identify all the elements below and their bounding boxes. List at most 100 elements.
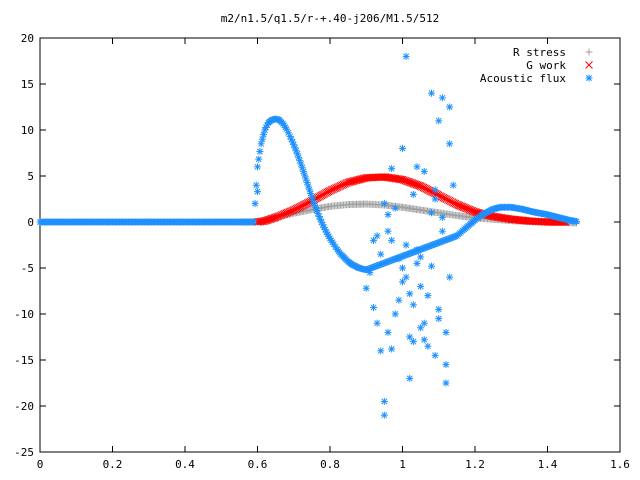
data-point xyxy=(401,176,410,185)
y-axis: 20 15 10 5 0 -5 -10 -15 -20 -25 xyxy=(14,32,620,459)
data-point xyxy=(424,342,432,350)
data-point xyxy=(461,204,470,212)
data-point xyxy=(366,269,374,277)
x-tick-label: 1.4 xyxy=(538,458,558,471)
data-point xyxy=(370,236,377,244)
data-point xyxy=(446,103,454,111)
data-point xyxy=(269,214,277,223)
legend-marker xyxy=(585,61,593,69)
data-point xyxy=(407,178,415,187)
data-point xyxy=(442,379,450,387)
data-point xyxy=(380,397,388,405)
data-point xyxy=(384,227,392,235)
y-tick-label: 15 xyxy=(21,78,34,91)
data-point xyxy=(252,181,260,189)
data-point xyxy=(428,209,435,217)
data-point xyxy=(409,301,417,309)
data-point xyxy=(413,163,421,171)
data-point xyxy=(428,262,435,270)
data-point xyxy=(458,202,467,211)
data-point xyxy=(395,255,403,263)
data-point xyxy=(254,163,261,171)
data-point xyxy=(438,94,446,102)
data-point xyxy=(305,186,313,194)
data-point xyxy=(309,197,317,205)
x-tick-label: 0 xyxy=(37,458,44,471)
data-point xyxy=(260,217,269,225)
x-axis: 0 0.2 0.4 0.6 0.8 1 1.2 1.4 1.6 xyxy=(37,38,630,471)
x-tick-label: 1.6 xyxy=(610,458,630,471)
data-point xyxy=(260,131,268,139)
data-point xyxy=(462,204,471,213)
data-point xyxy=(411,180,419,188)
y-tick-label: 0 xyxy=(27,216,34,229)
data-point xyxy=(402,177,411,186)
data-point xyxy=(469,207,478,216)
y-tick-label: -5 xyxy=(21,262,34,275)
data-point xyxy=(466,206,475,215)
y-tick-label: -15 xyxy=(14,354,34,367)
data-point xyxy=(400,176,408,185)
data-point xyxy=(266,215,275,224)
data-point xyxy=(431,351,439,359)
data-point xyxy=(465,205,474,214)
data-point xyxy=(398,175,407,184)
data-point xyxy=(395,296,403,304)
data-point xyxy=(377,250,385,258)
x-tick-label: 1.2 xyxy=(465,458,485,471)
data-point xyxy=(413,181,422,189)
x-tick-label: 0.4 xyxy=(175,458,195,471)
data-point xyxy=(267,214,276,223)
data-point xyxy=(290,141,298,149)
series-acoustic-flux xyxy=(36,52,580,419)
data-point xyxy=(362,284,370,292)
data-point xyxy=(454,201,463,209)
y-tick-label: 20 xyxy=(21,32,34,45)
data-point xyxy=(424,292,432,300)
data-point xyxy=(412,180,421,189)
x-tick-label: 0.2 xyxy=(103,458,123,471)
data-point xyxy=(402,273,410,281)
data-point xyxy=(417,324,425,332)
data-point xyxy=(453,200,461,209)
data-point xyxy=(406,374,414,382)
data-point xyxy=(399,144,406,152)
data-point xyxy=(397,175,405,184)
data-point xyxy=(442,361,450,369)
data-point xyxy=(408,179,417,188)
data-point xyxy=(388,236,396,244)
data-point xyxy=(442,328,450,336)
data-point xyxy=(296,157,304,165)
data-point xyxy=(409,338,417,346)
data-point xyxy=(449,181,457,189)
data-point xyxy=(377,347,385,355)
data-point xyxy=(431,195,439,203)
data-point xyxy=(251,200,259,208)
data-point xyxy=(446,273,454,281)
data-point xyxy=(391,204,399,212)
data-point xyxy=(388,345,396,353)
data-point xyxy=(409,179,418,188)
data-point xyxy=(417,282,425,290)
legend-marker xyxy=(585,48,593,56)
data-point xyxy=(446,140,454,148)
legend-label: Acoustic flux xyxy=(480,72,566,85)
data-point xyxy=(264,215,273,224)
data-point xyxy=(417,253,425,261)
data-point xyxy=(404,177,412,186)
data-point xyxy=(406,333,414,341)
data-point xyxy=(405,178,414,187)
data-point xyxy=(406,290,414,298)
series-layer xyxy=(36,52,580,419)
data-point xyxy=(438,213,446,221)
legend-label: R stress xyxy=(513,46,566,59)
data-point xyxy=(573,218,580,226)
data-point xyxy=(384,328,392,336)
data-point xyxy=(258,135,266,143)
series-g-work xyxy=(253,173,570,226)
data-point xyxy=(270,214,279,222)
data-point xyxy=(399,278,406,286)
data-point xyxy=(413,259,421,267)
data-point xyxy=(409,190,417,198)
